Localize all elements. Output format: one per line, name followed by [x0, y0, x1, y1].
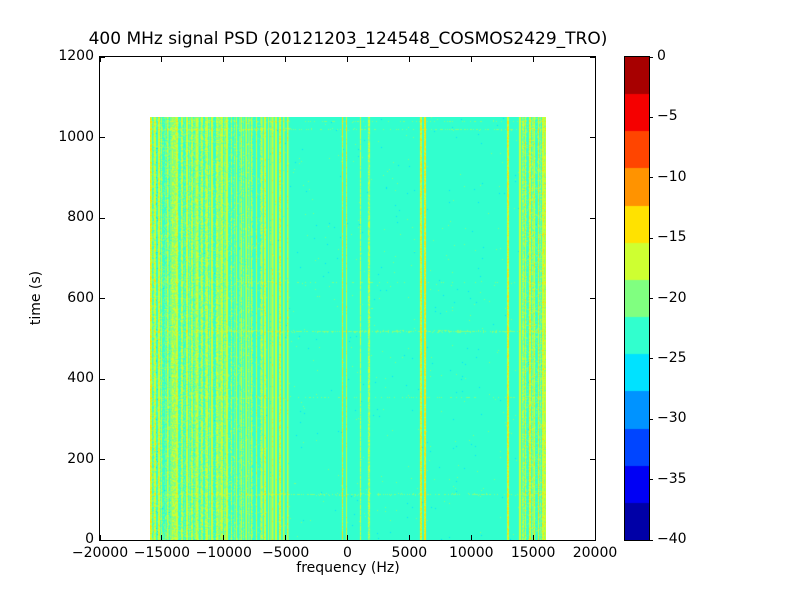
colorbar-tick-label: −10 [657, 169, 687, 185]
colorbar-tick-label: −5 [657, 108, 678, 124]
x-tick-label: −15000 [134, 545, 190, 561]
x-tick-label: −10000 [196, 545, 252, 561]
x-tick-top [533, 57, 534, 62]
x-tick [409, 535, 410, 540]
y-tick-right [590, 57, 595, 58]
y-tick-right [590, 459, 595, 460]
y-tick [100, 137, 105, 138]
colorbar-tick-label: −30 [657, 410, 687, 426]
colorbar-tick [649, 358, 653, 359]
colorbar-tick [649, 117, 653, 118]
x-axis-label: frequency (Hz) [296, 560, 399, 576]
x-tick-top [100, 57, 101, 62]
colorbar-frame [624, 56, 650, 541]
y-tick-right [590, 137, 595, 138]
x-tick-label: 20000 [573, 545, 618, 561]
x-tick-label: 10000 [449, 545, 494, 561]
x-tick-label: −20000 [72, 545, 128, 561]
x-tick-top [595, 57, 596, 62]
x-tick-label: −5000 [262, 545, 309, 561]
x-tick [161, 535, 162, 540]
colorbar-tick [649, 57, 653, 58]
y-tick-right [590, 298, 595, 299]
y-tick-label: 0 [34, 531, 94, 547]
x-tick-label: 15000 [511, 545, 556, 561]
y-tick-label: 200 [34, 451, 94, 467]
y-tick-right [590, 379, 595, 380]
x-tick [285, 535, 286, 540]
x-tick [347, 535, 348, 540]
x-tick-label: 5000 [392, 545, 428, 561]
x-tick-top [347, 57, 348, 62]
y-tick [100, 459, 105, 460]
y-tick-right [590, 540, 595, 541]
y-tick [100, 540, 105, 541]
y-tick-right [590, 218, 595, 219]
x-tick [533, 535, 534, 540]
colorbar-tick [649, 298, 653, 299]
colorbar-tick [649, 479, 653, 480]
colorbar-tick-label: −35 [657, 471, 687, 487]
plot-title: 400 MHz signal PSD (20121203_124548_COSM… [89, 29, 608, 49]
colorbar-tick [649, 238, 653, 239]
axes-frame [99, 56, 596, 541]
y-tick-label: 600 [34, 290, 94, 306]
y-tick [100, 57, 105, 58]
x-tick-top [223, 57, 224, 62]
colorbar-tick [649, 177, 653, 178]
colorbar-tick-label: −20 [657, 290, 687, 306]
x-tick-top [285, 57, 286, 62]
y-tick-label: 1200 [34, 48, 94, 64]
y-tick [100, 218, 105, 219]
y-tick [100, 379, 105, 380]
y-tick [100, 298, 105, 299]
y-tick-label: 400 [34, 370, 94, 386]
x-tick-top [471, 57, 472, 62]
colorbar-tick-label: −25 [657, 350, 687, 366]
x-tick [471, 535, 472, 540]
x-tick-top [161, 57, 162, 62]
x-tick [223, 535, 224, 540]
colorbar-tick-label: 0 [657, 48, 666, 64]
colorbar-tick-label: −15 [657, 229, 687, 245]
x-tick-top [409, 57, 410, 62]
x-tick-label: 0 [343, 545, 352, 561]
colorbar-tick [649, 540, 653, 541]
y-tick-label: 800 [34, 209, 94, 225]
figure: 400 MHz signal PSD (20121203_124548_COSM… [0, 0, 800, 600]
colorbar-tick [649, 419, 653, 420]
y-tick-label: 1000 [34, 129, 94, 145]
colorbar-tick-label: −40 [657, 531, 687, 547]
